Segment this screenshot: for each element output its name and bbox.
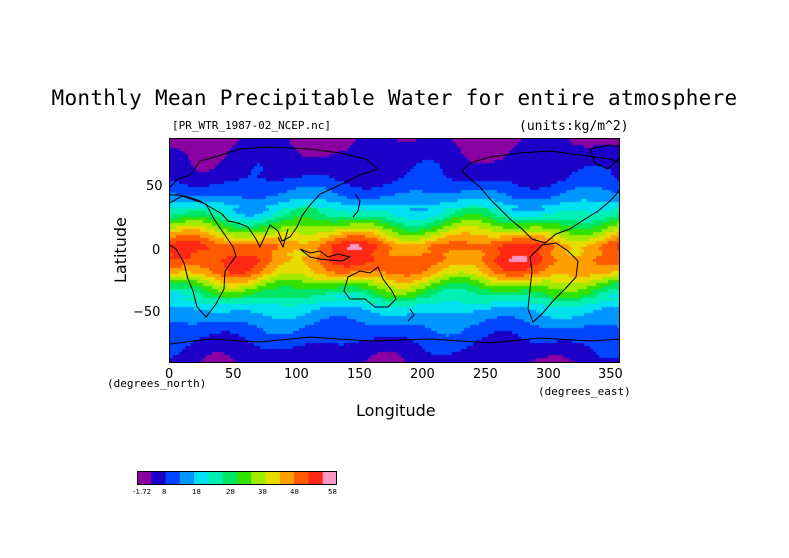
colorbar-label-4: 38 <box>258 488 267 496</box>
colorbar-swatch <box>194 471 209 485</box>
coastline-africa <box>170 195 237 318</box>
colorbar-swatch <box>179 471 195 485</box>
colorbar-swatches <box>137 471 337 485</box>
coastline-new-zealand <box>407 308 415 322</box>
x-tick-200: 200 <box>410 367 435 382</box>
file-label: [PR_WTR_1987-02_NCEP.nc] <box>172 119 331 132</box>
colorbar-swatch <box>251 471 267 485</box>
colorbar-label-6: 58 <box>328 488 337 496</box>
colorbar-swatch <box>265 471 281 485</box>
colorbar-swatch <box>308 471 324 485</box>
y-tick-minus50: −50 <box>133 305 161 320</box>
x-tick-150: 150 <box>347 367 372 382</box>
colorbar-label-0: -1.72 <box>133 488 152 496</box>
colorbar-swatch <box>237 471 252 485</box>
y-axis-units: (degrees_north) <box>107 377 207 390</box>
coastline-japan <box>352 193 361 218</box>
units-label: (units:kg/m^2) <box>519 119 629 134</box>
x-tick-0: 0 <box>165 367 174 382</box>
coastline-greenland <box>589 144 619 170</box>
x-tick-250: 250 <box>473 367 498 382</box>
map-title: Monthly Mean Precipitable Water for enti… <box>51 86 738 110</box>
colorbar-swatch <box>222 471 238 485</box>
y-axis-title: Latitude <box>111 217 130 283</box>
x-tick-350: 350 <box>598 367 623 382</box>
coastline-indonesia <box>299 248 352 262</box>
x-axis-units: (degrees_east) <box>538 385 631 398</box>
colorbar-swatch <box>137 471 152 485</box>
y-tick-0: 0 <box>152 243 161 258</box>
coastline-australia <box>343 266 397 308</box>
colorbar-swatch <box>208 471 224 485</box>
coastline-north-america <box>461 150 619 244</box>
colorbar-label-1: 8 <box>162 488 167 496</box>
colorbar-swatch <box>151 471 167 485</box>
colorbar-swatch <box>294 471 309 485</box>
colorbar-label-3: 28 <box>226 488 235 496</box>
colorbar-label-2: 18 <box>192 488 201 496</box>
y-tick-50: 50 <box>146 179 163 194</box>
colorbar-swatch <box>322 471 337 485</box>
coastline-antarctica <box>170 336 619 345</box>
x-axis-title: Longitude <box>356 401 436 420</box>
colorbar-swatch <box>279 471 295 485</box>
coastline-eurasia <box>170 146 380 249</box>
precipitable-water-field <box>170 139 619 362</box>
coastline-overlay <box>170 144 619 345</box>
x-tick-100: 100 <box>284 367 309 382</box>
x-tick-300: 300 <box>536 367 561 382</box>
colorbar-swatch <box>165 471 181 485</box>
colorbar-label-5: 48 <box>290 488 299 496</box>
coastline-india <box>277 228 289 249</box>
x-tick-50: 50 <box>225 367 242 382</box>
precipitable-water-map <box>169 138 620 363</box>
coastline-south-america <box>527 242 579 323</box>
